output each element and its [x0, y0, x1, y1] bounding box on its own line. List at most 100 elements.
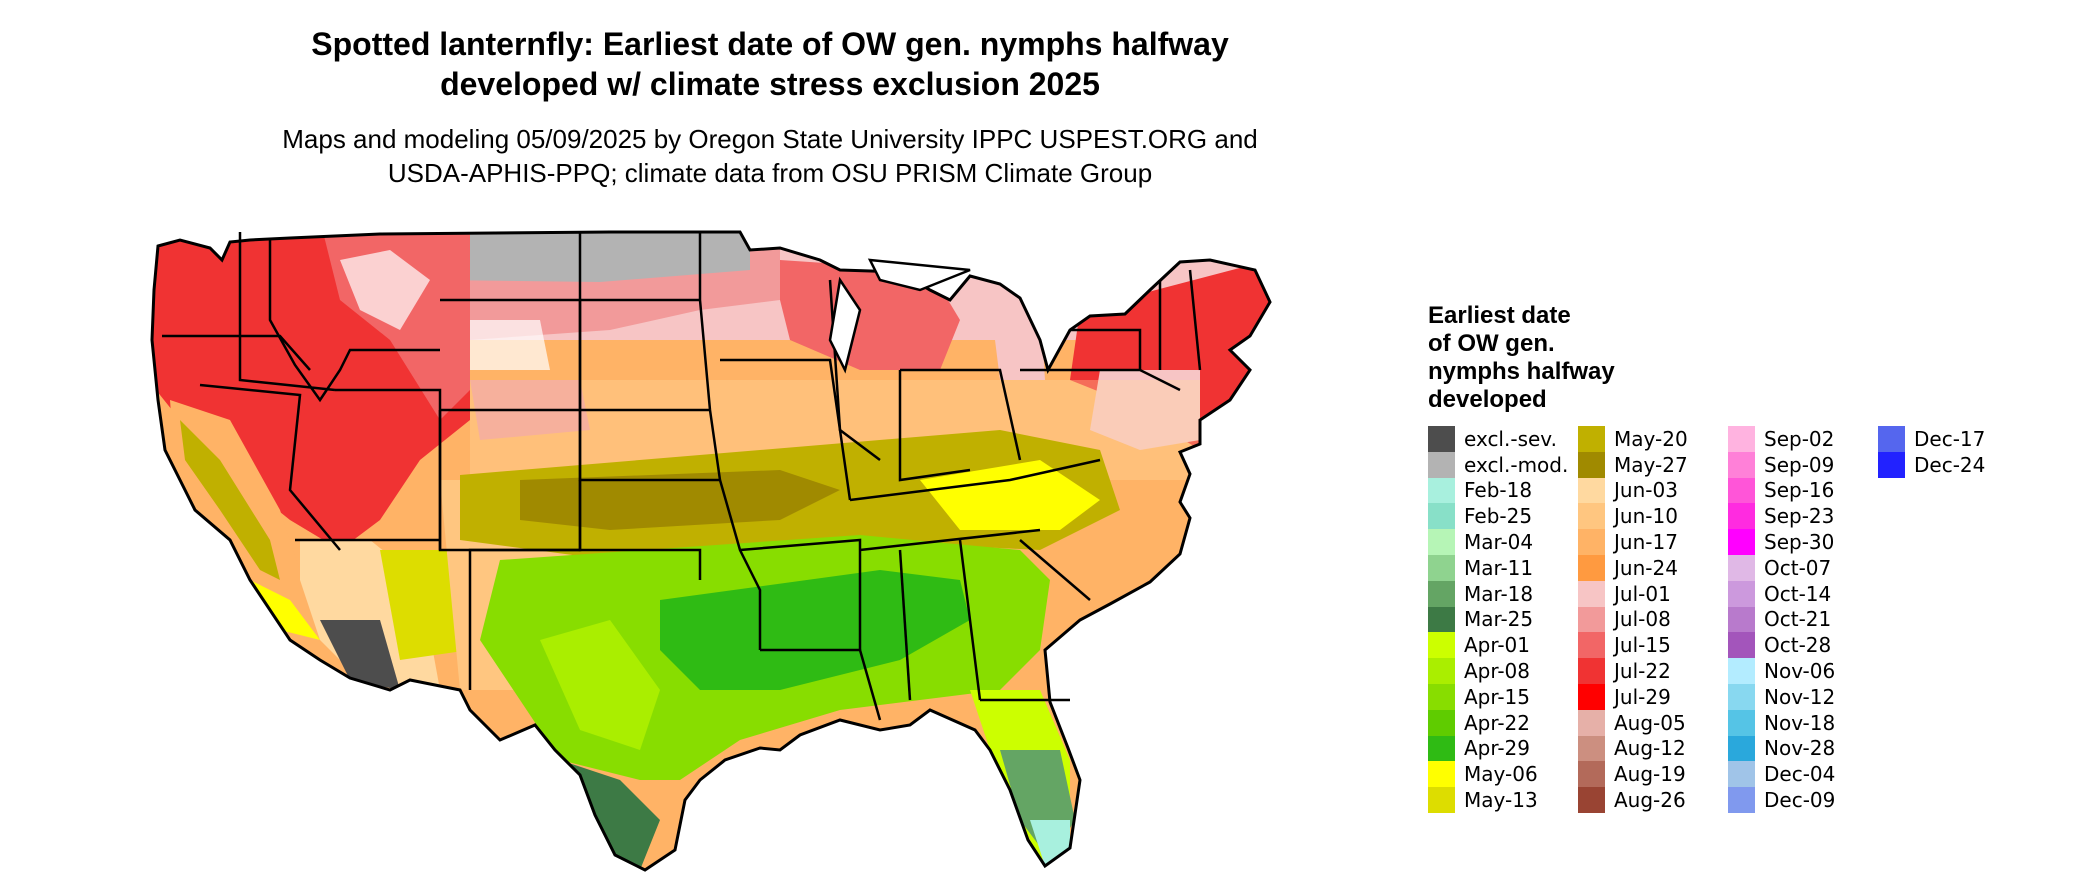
legend-swatch — [1578, 451, 1605, 478]
legend-swatch — [1578, 658, 1605, 684]
legend-swatch — [1428, 683, 1455, 710]
legend-label: Jul-15 — [1614, 633, 1671, 658]
central-valley — [180, 420, 280, 580]
legend-swatch — [1728, 451, 1755, 478]
legend-item: Nov-28 — [1728, 735, 1878, 762]
legend-swatch — [1578, 554, 1605, 581]
border-ks-ok — [578, 480, 702, 580]
legend-item: Aug-19 — [1578, 761, 1728, 788]
legend-column: May-20 May-27 Jun-03 Jun-10 Jun-17 Jun-24 Jul-… — [1578, 426, 1728, 813]
us-map — [140, 220, 1400, 892]
legend-label: Jul-08 — [1614, 607, 1671, 632]
legend-item: Jul-08 — [1578, 606, 1728, 633]
map-title-line-2: developed w/ climate stress exclusion 20… — [440, 66, 1100, 102]
legend-label: Mar-11 — [1464, 555, 1534, 580]
snow-patches-2 — [470, 320, 550, 370]
legend-label: Jun-24 — [1614, 555, 1678, 580]
legend-item: Jun-03 — [1578, 477, 1728, 504]
border-ny — [1070, 328, 1142, 370]
legend-item: Mar-18 — [1428, 580, 1578, 607]
legend-swatch — [1428, 477, 1455, 504]
legend-swatch — [1728, 426, 1755, 452]
legend-label: Mar-18 — [1464, 581, 1534, 606]
legend-label: Aug-26 — [1614, 788, 1686, 813]
legend-label: May-13 — [1464, 788, 1538, 813]
legend-swatch — [1428, 606, 1455, 633]
legend-item: Jul-01 — [1578, 580, 1728, 607]
legend-item: Sep-02 — [1728, 426, 1878, 452]
legend-item: Oct-28 — [1728, 632, 1878, 659]
legend-item: Nov-18 — [1728, 709, 1878, 736]
legend-swatch — [1428, 426, 1455, 452]
legend-item: Oct-14 — [1728, 580, 1878, 607]
legend-label: Jul-22 — [1614, 659, 1671, 684]
legend-item: Aug-12 — [1578, 735, 1728, 762]
legend-swatch — [1728, 683, 1755, 710]
legend-item: Apr-22 — [1428, 709, 1578, 736]
border-ms-al — [898, 549, 912, 701]
legend-item: Dec-09 — [1728, 787, 1878, 813]
legend-label: Jun-03 — [1614, 478, 1678, 503]
border-in — [898, 370, 971, 482]
snow-patches-1 — [340, 250, 430, 330]
legend-item: Jul-22 — [1578, 658, 1728, 684]
legend-swatch — [1578, 761, 1605, 788]
legend-item: Jun-10 — [1578, 503, 1728, 530]
legend-title: Earliest date of OW gen. nymphs halfway … — [1428, 302, 2028, 414]
legend-swatch — [1428, 451, 1455, 478]
legend-label: Nov-12 — [1764, 684, 1836, 709]
legend-swatch — [1728, 529, 1755, 555]
legend-swatch — [1728, 709, 1755, 736]
legend-item: Nov-12 — [1728, 683, 1878, 710]
border-me — [1188, 269, 1202, 371]
legend-swatch — [1428, 787, 1455, 813]
legend-label: Oct-07 — [1764, 555, 1832, 580]
legend-swatch — [1428, 529, 1455, 555]
map-subtitle-line-1: Maps and modeling 05/09/2025 by Oregon S… — [282, 124, 1258, 154]
legend-item: Sep-30 — [1728, 529, 1878, 555]
socal-yellow — [250, 580, 320, 640]
lake-superior — [867, 258, 971, 292]
legend-swatch — [1728, 580, 1755, 607]
texas-yellowgreen — [540, 620, 660, 750]
legend-swatch — [1428, 735, 1455, 762]
northeast-pale — [1090, 370, 1200, 450]
legend-item: Aug-05 — [1578, 709, 1728, 736]
legend-item: Jul-29 — [1578, 683, 1728, 710]
legend-swatch — [1728, 761, 1755, 788]
legend-label: Jun-10 — [1614, 504, 1678, 529]
legend-swatch — [1428, 658, 1455, 684]
legend-swatch — [1578, 426, 1605, 452]
legend-label: Aug-12 — [1614, 736, 1686, 761]
legend-swatch — [1728, 606, 1755, 633]
border-tn-south — [859, 528, 1041, 552]
legend-item: Dec-04 — [1728, 761, 1878, 788]
legend-item: Jun-24 — [1578, 554, 1728, 581]
legend-label: Apr-22 — [1464, 710, 1530, 735]
legend-label: Sep-02 — [1764, 426, 1835, 451]
legend-swatch — [1578, 709, 1605, 736]
legend-item: Oct-21 — [1728, 606, 1878, 633]
legend-label: Apr-01 — [1464, 633, 1530, 658]
legend-item: Feb-25 — [1428, 503, 1578, 530]
legend-label: Sep-09 — [1764, 452, 1835, 477]
legend-item: Sep-09 — [1728, 451, 1878, 478]
legend-label: May-06 — [1464, 762, 1538, 787]
map-title-block: Spotted lanternfly: Earliest date of OW … — [140, 24, 1400, 190]
legend-swatch — [1728, 658, 1755, 684]
legend-item: excl.-mod. — [1428, 451, 1578, 478]
legend-item: excl.-sev. — [1428, 426, 1578, 452]
legend-swatch — [1728, 477, 1755, 504]
legend-label: Jun-17 — [1614, 530, 1678, 555]
legend-item: Aug-26 — [1578, 787, 1728, 813]
legend-label: Mar-25 — [1464, 607, 1534, 632]
border-mn — [698, 232, 712, 411]
southwest-yellow — [380, 550, 470, 660]
band-olive-dark — [520, 470, 840, 530]
carolina-yellow — [920, 460, 1100, 530]
legend-title-line-2: of OW gen. — [1428, 330, 1555, 357]
legend-item: Nov-06 — [1728, 658, 1878, 684]
legend-swatch — [1728, 503, 1755, 530]
state-borders — [162, 232, 1202, 721]
legend-swatch — [1578, 503, 1605, 530]
